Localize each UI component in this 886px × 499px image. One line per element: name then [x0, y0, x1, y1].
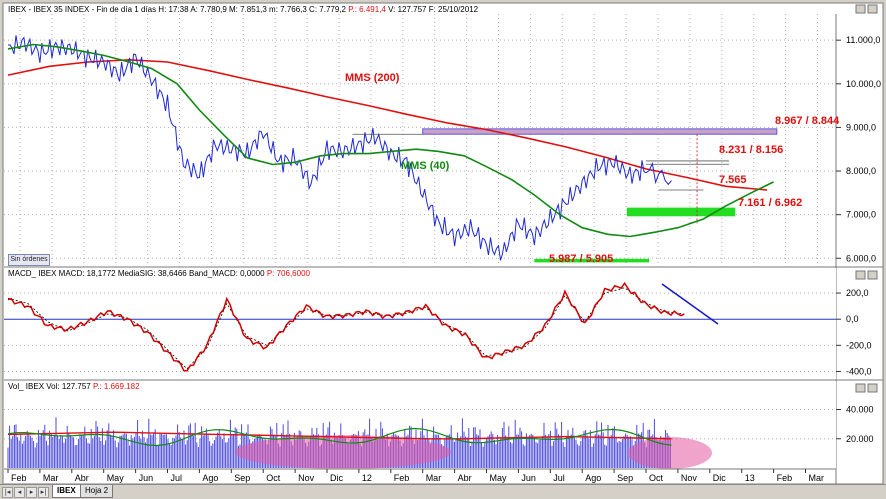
mms200-label: MMS (200): [345, 72, 400, 84]
sheet-tab-bar: |◂ ◂ ▸ ▸| IBEX Hoja 2: [0, 484, 886, 499]
volume-ma-green: [7, 427, 672, 447]
macd-tick-label: -200,0: [846, 340, 872, 350]
low-zone-label: 5.987 / 5.905: [549, 253, 613, 265]
resistance-band: [422, 128, 778, 135]
x-axis: Feb Mar Abr May Jun Jul Ago Sep Oct Nov Dic 12 Feb Ma…: [4, 468, 836, 483]
x-tick-label: Nov: [681, 473, 698, 483]
volume-pane: 40.000 20.000: [4, 381, 874, 469]
price-tick-label: 8.000,0: [846, 166, 876, 176]
level-mid-label: 8.231 / 8.156: [719, 144, 783, 156]
price-tick-label: 7.000,0: [846, 210, 876, 220]
x-tick-label: Oct: [266, 473, 281, 483]
price-header: IBEX - IBEX 35 INDEX - Fin de día 1 días…: [8, 5, 479, 14]
x-tick-label: Mar: [43, 473, 59, 483]
volume-highlight-1: [235, 435, 451, 469]
close-icon[interactable]: [867, 4, 878, 14]
macd-tick-label: 0,0: [846, 314, 859, 324]
mms40-series: [7, 43, 774, 238]
x-tick-label: 12: [362, 473, 372, 483]
low-zone: [534, 258, 650, 263]
price-axis: 11.000,0 10.000,0 9.000,0 8.000,0 7.000,0 6.0…: [836, 35, 881, 263]
volume-close-icon[interactable]: [867, 383, 878, 393]
price-series: [7, 35, 672, 261]
x-tick-label: May: [490, 473, 508, 483]
mms40-label: MMS (40): [401, 160, 450, 172]
volume-tick-label: 40.000: [846, 405, 874, 415]
macd-grid: [4, 292, 836, 372]
volume-minimize-icon[interactable]: [855, 383, 866, 393]
x-tick-label: Oct: [649, 473, 664, 483]
last-sheet-icon[interactable]: ▸|: [38, 487, 49, 498]
price-grid: [4, 14, 836, 469]
first-sheet-icon[interactable]: |◂: [2, 487, 13, 498]
low-zone-rect: [534, 258, 650, 263]
macd-axis: 200,0 0,0 -200,0 -400,0: [836, 288, 872, 376]
price-tick-label: 6.000,0: [846, 253, 876, 263]
support-zone-rect: [626, 207, 736, 217]
price-pane: 11.000,0 10.000,0 9.000,0 8.000,0 7.000,0 6.0…: [4, 14, 883, 484]
macd-header: MACD_ IBEX MACD: 18,1772 MediaSIG: 38,64…: [8, 269, 311, 278]
x-tick-label: Feb: [11, 473, 27, 483]
macd-tick-label: 200,0: [846, 288, 869, 298]
x-tick-label: 13: [745, 473, 755, 483]
x-tick-label: Ago: [585, 473, 601, 483]
x-tick-label: Mar: [426, 473, 442, 483]
last-price-label: 7.565: [719, 174, 747, 186]
volume-tick-label: 20.000: [846, 434, 874, 444]
x-tick-label: Dic: [330, 473, 343, 483]
next-sheet-icon[interactable]: ▸: [26, 487, 37, 498]
band-upper-label: 8.967 / 8.844: [775, 115, 840, 127]
price-tick-label: 9.000,0: [846, 122, 876, 132]
tab-hoja-2[interactable]: Hoja 2: [80, 485, 114, 498]
volume-header: Vol_ IBEX Vol: 127.757 P.: 1.669.182: [8, 382, 140, 391]
macd-trendline: [661, 283, 719, 325]
prev-sheet-icon[interactable]: ◂: [14, 487, 25, 498]
support-zone: [626, 207, 736, 217]
x-tick-label: Dic: [713, 473, 726, 483]
x-tick-label: Nov: [298, 473, 315, 483]
macd-pane: 200,0 0,0 -200,0 -400,0: [4, 268, 883, 381]
price-tick-label: 10.000,0: [846, 79, 881, 89]
volume-ma-red: [7, 431, 672, 440]
orders-badge[interactable]: Sin órdenes: [8, 254, 50, 266]
x-tick-label: Mar: [809, 473, 825, 483]
x-tick-label: Jun: [521, 473, 536, 483]
x-tick-label: Ago: [202, 473, 218, 483]
x-tick-label: May: [107, 473, 125, 483]
x-axis-labels: Feb Mar Abr May Jun Jul Ago Sep Oct Nov Dic 12 Feb Ma…: [7, 469, 825, 483]
x-tick-label: Feb: [394, 473, 410, 483]
tab-ibex[interactable]: IBEX: [52, 485, 81, 498]
mid-level-lines: [646, 134, 729, 224]
minimize-icon[interactable]: [855, 4, 866, 14]
x-tick-label: Abr: [458, 473, 472, 483]
volume-highlight-2: [628, 437, 712, 469]
x-tick-label: Jun: [139, 473, 154, 483]
x-tick-label: Sep: [234, 473, 250, 483]
macd-minimize-icon[interactable]: [855, 270, 866, 280]
volume-axis: 40.000 20.000: [836, 405, 874, 444]
support-zone-label: 7.161 / 6.962: [738, 197, 802, 209]
x-tick-label: Jul: [171, 473, 183, 483]
x-tick-label: Feb: [777, 473, 793, 483]
price-tick-label: 11.000,0: [846, 35, 880, 45]
x-tick-label: Jul: [553, 473, 565, 483]
mms200-series: [7, 58, 768, 191]
x-tick-label: Sep: [617, 473, 633, 483]
macd-tick-label: -400,0: [846, 366, 872, 376]
x-tick-label: Abr: [75, 473, 89, 483]
macd-close-icon[interactable]: [867, 270, 878, 280]
macd-series: [7, 281, 685, 372]
